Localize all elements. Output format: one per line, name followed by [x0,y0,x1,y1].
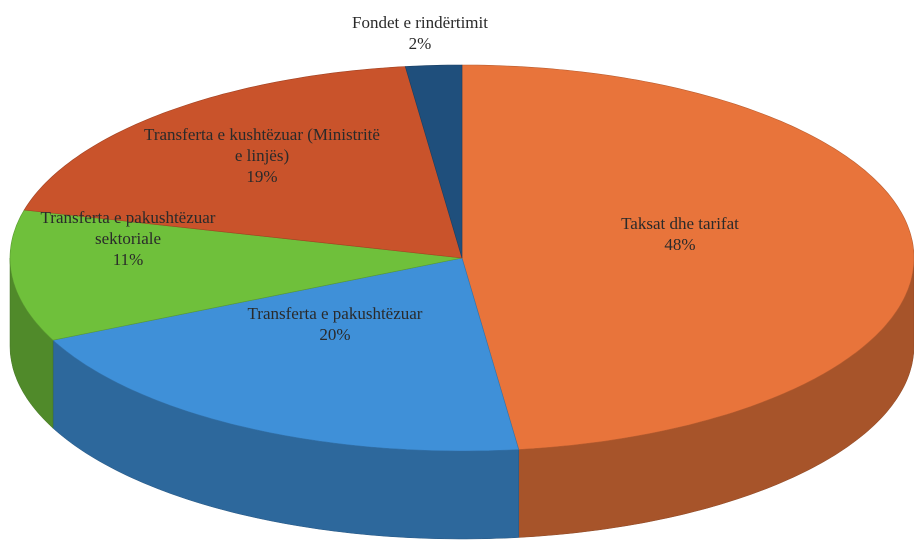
slice [23,66,463,259]
slice-label: Fondet e rindërtimit 2% [300,12,540,54]
slice-label: Transferta e pakushtëzuar sektoriale 11% [8,207,248,270]
category-label: Taksat dhe tarifat [621,214,739,233]
slice-label: Transferta e kushtëzuar (Ministritë e li… [142,124,382,187]
category-label: Transferta e pakushtëzuar sektoriale [40,208,216,248]
value-label: 48% [664,235,696,254]
category-label: Transferta e kushtëzuar (Ministritë e li… [144,125,380,165]
slice-label: Transferta e pakushtëzuar 20% [215,303,455,345]
category-label: Fondet e rindërtimit [352,13,488,32]
value-label: 11% [112,250,144,269]
slice [9,209,463,341]
category-label: Transferta e pakushtëzuar [247,304,423,323]
slice-label: Taksat dhe tarifat 48% [560,213,800,255]
value-label: 19% [246,167,278,186]
value-label: 2% [408,34,432,53]
slice [461,64,914,450]
slice [52,257,520,452]
slice [404,64,463,259]
value-label: 20% [319,325,351,344]
